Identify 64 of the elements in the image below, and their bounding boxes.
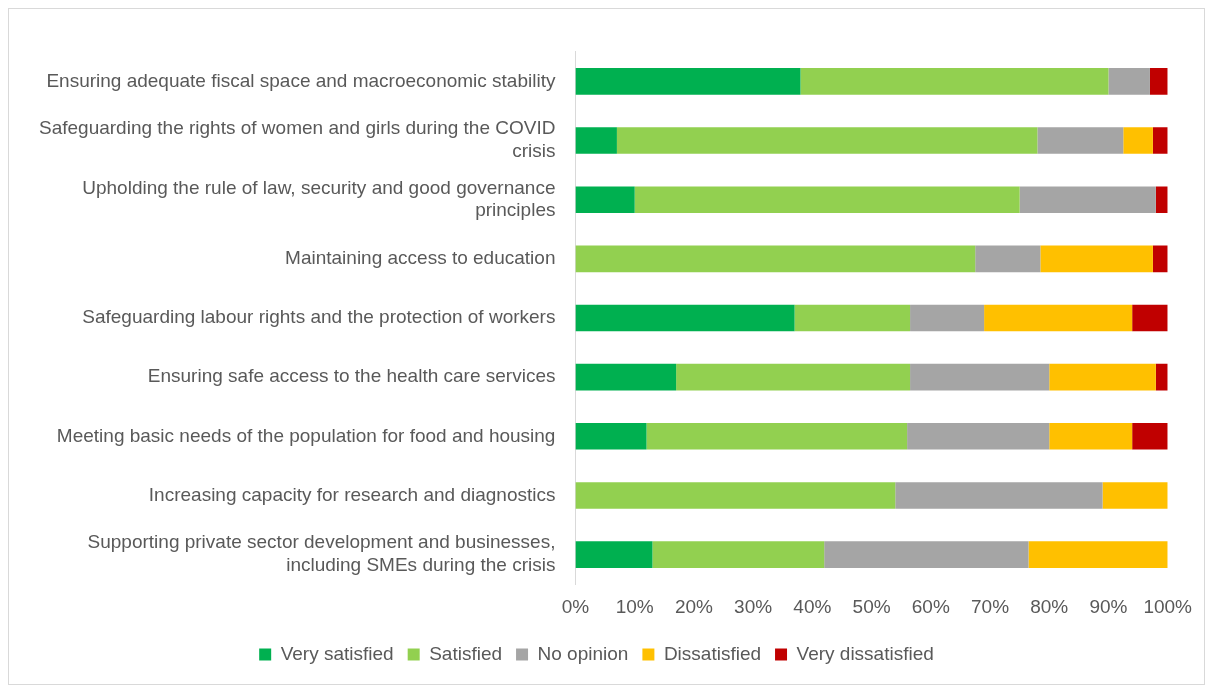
legend-label: Very dissatisfied — [796, 642, 934, 664]
x-tick-label: 0% — [561, 595, 590, 617]
bar — [1019, 186, 1156, 213]
bar — [1040, 245, 1153, 273]
bar — [1028, 541, 1168, 568]
x-tick-label: 30% — [734, 595, 773, 617]
legend-label: Dissatisfied — [663, 642, 762, 664]
bar — [575, 423, 647, 450]
bar — [1132, 423, 1168, 450]
x-tick-label: 80% — [1030, 595, 1069, 617]
x-tick-label: 50% — [852, 595, 891, 617]
bar — [910, 304, 985, 332]
bar — [907, 423, 1050, 450]
x-tick-label: 100% — [1143, 595, 1193, 617]
bar — [824, 541, 1029, 568]
bar — [1152, 245, 1168, 273]
bar — [1102, 482, 1168, 509]
bar — [1155, 186, 1168, 213]
y-tick-label: Meeting basic needs of the population for food and housing — [56, 424, 556, 446]
y-tick-label: Upholding the rule of law, security and good governance principles — [82, 176, 556, 221]
bar — [1123, 127, 1153, 154]
bar — [1037, 127, 1124, 154]
bar — [616, 127, 1038, 154]
y-tick-label: Safeguarding the rights of women and girls during the COVID crisis — [39, 117, 556, 162]
bar — [1152, 127, 1168, 154]
y-tick-label: Ensuring adequate fiscal space and macroeconomic stability — [46, 69, 556, 91]
bar — [575, 68, 801, 95]
bar — [575, 127, 617, 154]
x-tick-label: 90% — [1089, 595, 1128, 617]
bar — [652, 541, 825, 568]
bar — [634, 186, 1020, 213]
bar — [646, 423, 908, 450]
bar — [575, 304, 795, 332]
bar — [1108, 68, 1150, 95]
legend-label: No opinion — [537, 642, 629, 664]
bar — [575, 482, 896, 509]
x-tick-label: 70% — [971, 595, 1010, 617]
y-tick-label: Supporting private sector development and businesses, including SMEs during the crisis — [87, 531, 556, 576]
y-tick-label: Safeguarding labour rights and the protection of workers — [82, 306, 556, 328]
bar — [1132, 304, 1168, 332]
bar — [676, 363, 911, 391]
bar — [575, 363, 677, 391]
bar — [895, 482, 1103, 509]
bar — [1149, 68, 1168, 95]
bar — [975, 245, 1041, 273]
y-tick-label: Ensuring safe access to the health care services — [147, 365, 556, 387]
bar — [1049, 423, 1133, 450]
bar — [1049, 363, 1156, 391]
x-tick-label: 20% — [674, 595, 714, 617]
y-tick-label: Maintaining access to education — [285, 247, 556, 269]
bar — [575, 245, 976, 273]
x-tick-label: 40% — [793, 595, 832, 617]
legend-label: Very satisfied — [280, 642, 394, 664]
bar — [910, 363, 1050, 391]
bar — [800, 68, 1109, 95]
legend-label: Satisfied — [429, 642, 503, 664]
x-tick-label: 60% — [911, 595, 950, 617]
x-tick-label: 10% — [615, 595, 654, 617]
bar — [984, 304, 1133, 332]
bar — [575, 186, 635, 213]
bar — [575, 541, 653, 568]
bar — [794, 304, 911, 332]
y-tick-label: Increasing capacity for research and diagnostics — [148, 483, 556, 505]
bar — [1155, 363, 1168, 391]
